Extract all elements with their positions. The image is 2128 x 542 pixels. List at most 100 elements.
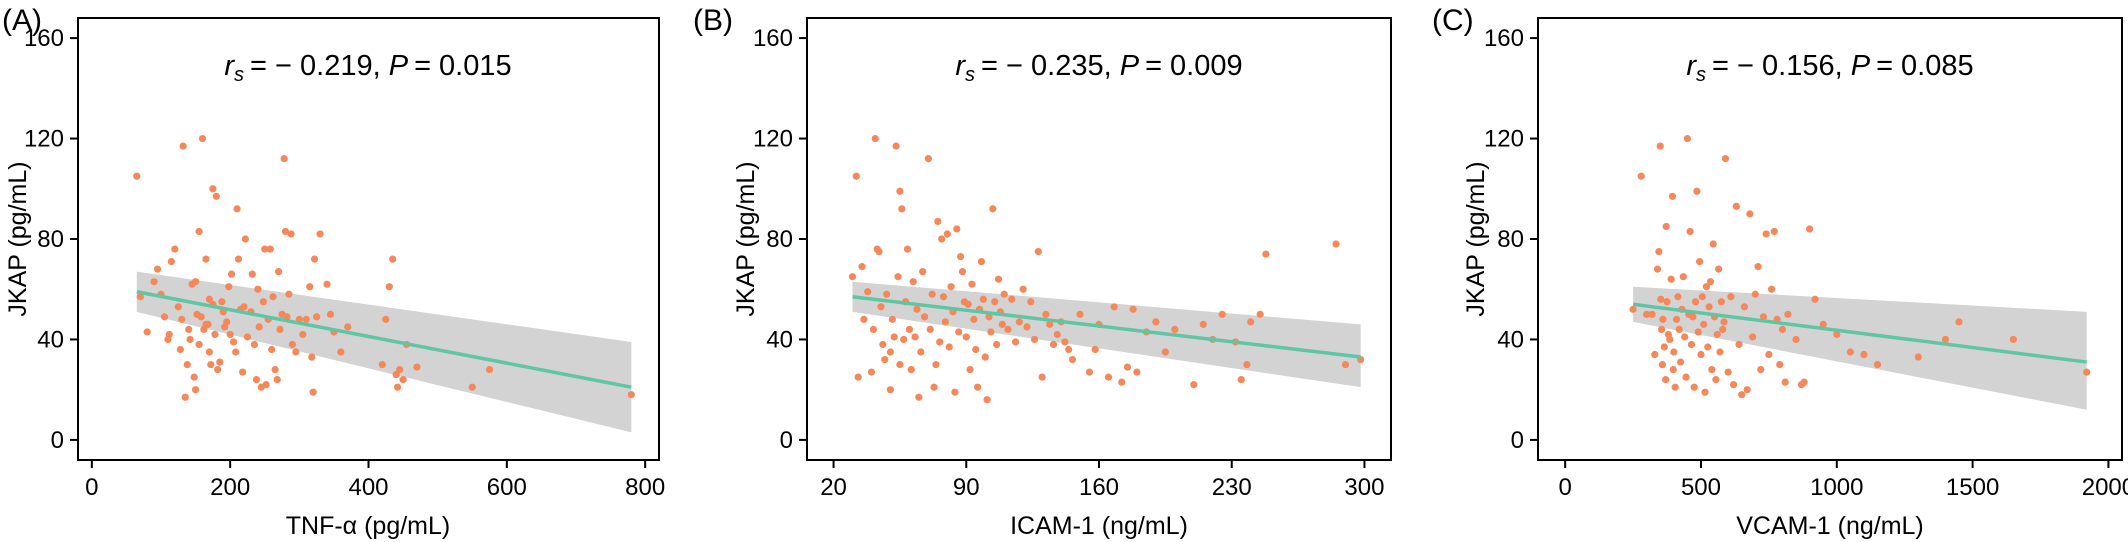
data-point	[1914, 353, 1922, 361]
data-point	[1655, 247, 1663, 256]
data-point	[983, 396, 991, 404]
data-point	[1713, 330, 1721, 339]
data-point	[274, 268, 283, 276]
data-point	[1819, 320, 1827, 328]
x-tick-label: 600	[487, 474, 527, 501]
data-point	[233, 205, 241, 213]
data-point	[281, 227, 290, 236]
data-point	[1792, 335, 1800, 344]
data-point	[1806, 225, 1814, 233]
data-point	[136, 293, 144, 301]
data-point	[1751, 290, 1759, 298]
data-point	[879, 340, 887, 349]
data-point	[268, 345, 276, 354]
data-point	[1706, 278, 1715, 286]
data-point	[1671, 383, 1679, 391]
data-point	[993, 340, 1001, 349]
data-point	[1085, 368, 1094, 376]
data-point	[165, 330, 173, 339]
data-point	[323, 280, 331, 288]
data-point	[907, 365, 915, 374]
data-point	[205, 348, 214, 356]
regression-line	[136, 290, 632, 389]
data-point	[1008, 295, 1016, 303]
data-point	[987, 328, 995, 336]
p-value: = 0.009	[1145, 50, 1243, 82]
data-point	[306, 283, 314, 291]
data-point	[938, 235, 946, 243]
data-point	[955, 328, 963, 336]
data-point	[292, 348, 300, 356]
p-value: = 0.015	[414, 50, 512, 82]
rs-subscript: s	[1696, 64, 1706, 86]
data-point	[393, 383, 402, 391]
y-tick-label: 160	[753, 25, 793, 52]
data-point	[252, 376, 261, 384]
y-tick-label: 80	[1497, 226, 1524, 253]
data-point	[191, 386, 200, 394]
data-point	[185, 325, 193, 334]
data-point	[896, 187, 904, 195]
data-point	[378, 360, 386, 369]
data-point	[1721, 155, 1730, 163]
data-point	[1049, 340, 1058, 349]
data-point	[1662, 222, 1670, 231]
data-point	[951, 388, 959, 396]
data-point	[1679, 273, 1687, 281]
data-point	[1691, 298, 1700, 306]
x-tick-label: 500	[1681, 474, 1721, 501]
x-axis-title: VCAM-1 (ng/mL)	[1736, 512, 1924, 540]
data-point	[243, 333, 252, 341]
data-point	[209, 185, 217, 193]
data-point	[468, 383, 476, 391]
data-point	[150, 278, 158, 286]
data-point	[1011, 338, 1020, 346]
data-point	[1030, 335, 1039, 344]
data-point	[1846, 348, 1854, 356]
data-point	[1732, 202, 1740, 210]
data-point	[972, 345, 980, 354]
data-point	[1171, 325, 1179, 334]
data-point	[1811, 295, 1819, 303]
data-point	[909, 278, 917, 286]
data-point	[259, 298, 267, 306]
data-point	[1682, 373, 1690, 381]
p-symbol: P	[389, 50, 409, 82]
data-point	[240, 303, 248, 311]
data-point	[939, 293, 948, 301]
data-point	[183, 360, 191, 369]
data-point	[985, 313, 993, 321]
data-point	[1262, 250, 1270, 258]
data-point	[888, 315, 896, 323]
panel-c: (C) rs = − 0.156, P = 0.085 0 500 1000 1500 20…	[1432, 4, 2128, 540]
data-point	[230, 338, 238, 346]
data-point	[1743, 386, 1751, 394]
data-point	[1004, 325, 1012, 334]
data-point	[966, 365, 974, 374]
correlation-annotation: rs = − 0.219, P = 0.015	[224, 50, 511, 86]
data-point	[212, 192, 220, 200]
data-point	[299, 330, 307, 339]
y-tick-label: 80	[37, 226, 64, 253]
regression-line	[1632, 302, 2087, 364]
data-point	[1748, 333, 1757, 341]
data-point	[1677, 358, 1685, 366]
data-point	[1152, 318, 1160, 326]
x-tick-label: 0	[1558, 474, 1571, 501]
panel-b: (B) rs = − 0.235, P = 0.009 20 90 160 230 300 …	[693, 4, 1392, 540]
data-point	[864, 288, 872, 296]
rs-subscript: s	[234, 64, 244, 86]
data-point	[1061, 338, 1069, 346]
data-point	[1778, 325, 1787, 334]
data-point	[1738, 391, 1746, 399]
data-point	[1708, 365, 1716, 374]
data-point	[181, 393, 189, 401]
data-point	[1653, 265, 1662, 273]
data-point	[877, 303, 885, 311]
data-point	[1668, 192, 1677, 200]
data-point	[195, 227, 203, 236]
y-axis: 0 40 80 120 160	[753, 25, 807, 454]
x-tick-label: 90	[953, 474, 980, 501]
y-axis-title: JKAP (pg/mL)	[732, 161, 760, 316]
